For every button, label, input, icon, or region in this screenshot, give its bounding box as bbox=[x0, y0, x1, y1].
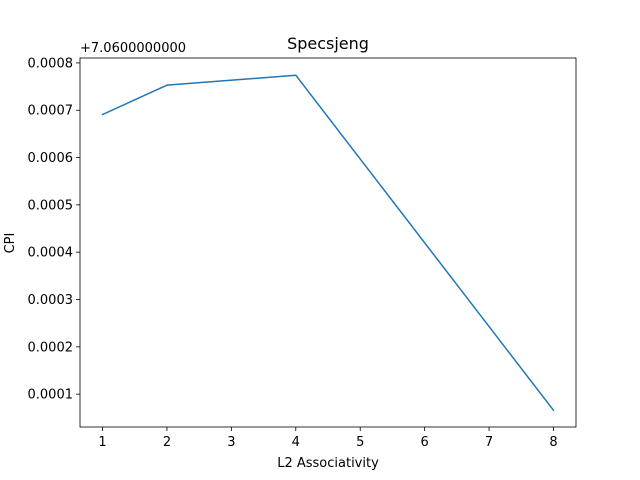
x-tick-label: 6 bbox=[420, 435, 428, 450]
x-tick-label: 2 bbox=[163, 435, 171, 450]
x-tick-label: 5 bbox=[356, 435, 364, 450]
x-tick-label: 1 bbox=[98, 435, 106, 450]
y-tick-label: 0.0007 bbox=[28, 104, 74, 119]
x-tick-label: 3 bbox=[227, 435, 235, 450]
y-offset-text: +7.0600000000 bbox=[80, 41, 186, 56]
x-tick-label: 4 bbox=[292, 435, 300, 450]
y-tick-label: 0.0004 bbox=[28, 246, 74, 261]
y-tick-label: 0.0001 bbox=[28, 388, 74, 403]
plot-area: 1 2 3 4 5 6 7 8 0.0001 0.0002 0.0003 0.0004 0.0005 0.… bbox=[28, 56, 577, 450]
y-tick-label: 0.0008 bbox=[28, 56, 74, 71]
x-axis-label: L2 Associativity bbox=[277, 456, 379, 471]
series-line-0 bbox=[101, 74, 555, 412]
axes-frame bbox=[79, 57, 577, 428]
y-tick-label: 0.0006 bbox=[28, 151, 74, 166]
y-tick-label: 0.0003 bbox=[28, 293, 74, 308]
chart-title: Specsjeng bbox=[287, 34, 369, 53]
x-tick-label: 8 bbox=[549, 435, 557, 450]
y-axis-label: CPI bbox=[3, 233, 18, 254]
y-tick-label: 0.0002 bbox=[28, 340, 74, 355]
y-tick-label: 0.0005 bbox=[28, 198, 74, 213]
x-tick-label: 7 bbox=[485, 435, 493, 450]
